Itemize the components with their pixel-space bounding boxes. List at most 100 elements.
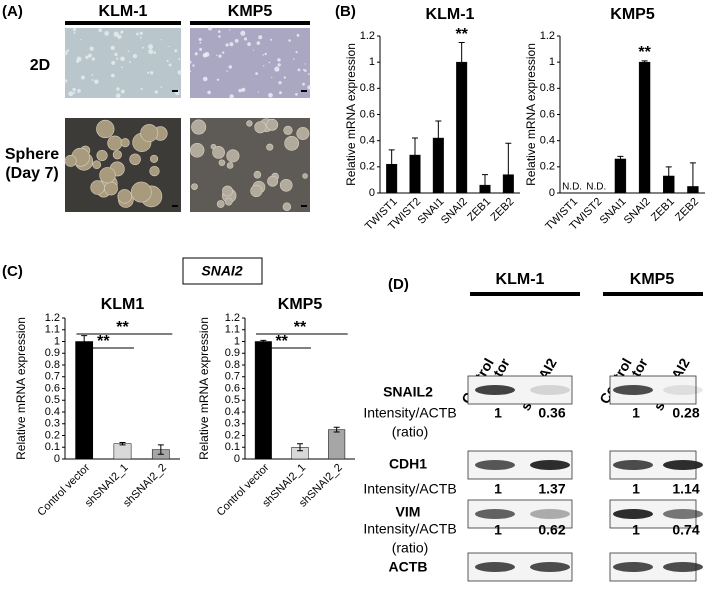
cell [277, 58, 281, 62]
sphere [224, 197, 233, 206]
cell [216, 54, 218, 56]
band [613, 460, 653, 470]
cell [139, 36, 142, 39]
cell [252, 49, 254, 51]
bar [75, 341, 94, 460]
cell [229, 42, 234, 47]
cell [140, 87, 143, 90]
cell [256, 41, 261, 45]
band [530, 460, 570, 470]
x-tick-label: Control vector [35, 461, 92, 518]
error-bar [482, 174, 488, 194]
ratio-value: 1 [494, 481, 502, 497]
cell [243, 37, 248, 41]
cell [114, 52, 118, 57]
cell [226, 70, 228, 72]
y-tick-label: 1.2 [225, 312, 240, 324]
scale-bar [301, 205, 307, 207]
cell [98, 28, 103, 32]
header-bar [190, 21, 310, 25]
sphere [218, 159, 226, 166]
cell [278, 81, 282, 85]
cell [218, 35, 221, 38]
row-label: 2D [30, 57, 50, 74]
cell [225, 43, 229, 47]
cell [218, 54, 222, 58]
y-tick-label: 0.7 [225, 371, 240, 383]
micrograph [190, 28, 310, 98]
y-tick-label: 0.8 [45, 359, 60, 371]
sphere [283, 125, 293, 135]
error-bar [297, 443, 303, 452]
cell [168, 63, 172, 67]
micrograph [65, 28, 181, 98]
cell [91, 74, 94, 76]
cell [178, 58, 181, 61]
y-tick-label: 0.7 [45, 371, 60, 383]
cell [135, 32, 139, 36]
y-tick-label: 0.2 [360, 161, 375, 173]
cell [160, 39, 163, 41]
band [663, 562, 703, 572]
cell [278, 91, 282, 95]
y-tick-label: 0.6 [45, 382, 60, 394]
band [530, 562, 570, 572]
x-tick-label: ZEB2 [489, 196, 517, 224]
y-tick-label: 0.3 [45, 418, 60, 430]
cell [268, 92, 273, 98]
error-bar [333, 426, 340, 433]
column-header: KMP5 [630, 271, 675, 288]
cell [247, 42, 251, 46]
ratio-caption: Intensity/ACTB [363, 521, 456, 537]
cell [121, 66, 123, 69]
sphere [191, 183, 198, 191]
ratio-value: 0.62 [538, 522, 565, 538]
sphere [216, 200, 225, 208]
cell [166, 59, 169, 63]
y-tick-label: 0.2 [540, 161, 555, 173]
cell [94, 79, 99, 84]
cell [80, 38, 82, 41]
ratio-caption: (ratio) [392, 540, 429, 556]
column-header: KLM-1 [99, 3, 148, 20]
cell [198, 37, 202, 41]
cell [307, 73, 310, 76]
significance: ** [455, 26, 468, 43]
sphere [246, 120, 253, 127]
cell [113, 31, 119, 37]
significance: ** [294, 319, 307, 336]
sphere [104, 181, 118, 196]
y-tick-label: 1 [234, 335, 240, 347]
bar [614, 158, 627, 194]
cell [120, 89, 125, 94]
band [663, 385, 703, 395]
y-tick-label: 0.1 [45, 441, 60, 453]
error-bar [260, 339, 267, 344]
cell [216, 78, 220, 82]
cell [149, 71, 154, 75]
scale-bar [301, 90, 307, 92]
cell [115, 93, 121, 99]
blot-frame [467, 375, 573, 405]
cell [296, 33, 300, 37]
cell [139, 31, 143, 35]
sphere [212, 145, 225, 159]
cell [270, 38, 273, 41]
sphere [222, 185, 233, 197]
cell [154, 90, 159, 94]
scale-bar [172, 205, 178, 207]
sphere [296, 127, 310, 141]
cell [116, 57, 119, 60]
y-tick-label: 0.2 [45, 429, 60, 441]
cell [192, 64, 195, 67]
sphere [130, 181, 152, 203]
sphere [250, 184, 263, 198]
blot-name: CDH1 [389, 456, 427, 472]
band [475, 509, 515, 519]
cell [217, 30, 221, 33]
error-bar [458, 42, 465, 83]
cell [174, 49, 178, 53]
ratio-caption: Intensity/ACTB [363, 481, 456, 497]
cell [307, 85, 312, 90]
cell [304, 69, 307, 72]
